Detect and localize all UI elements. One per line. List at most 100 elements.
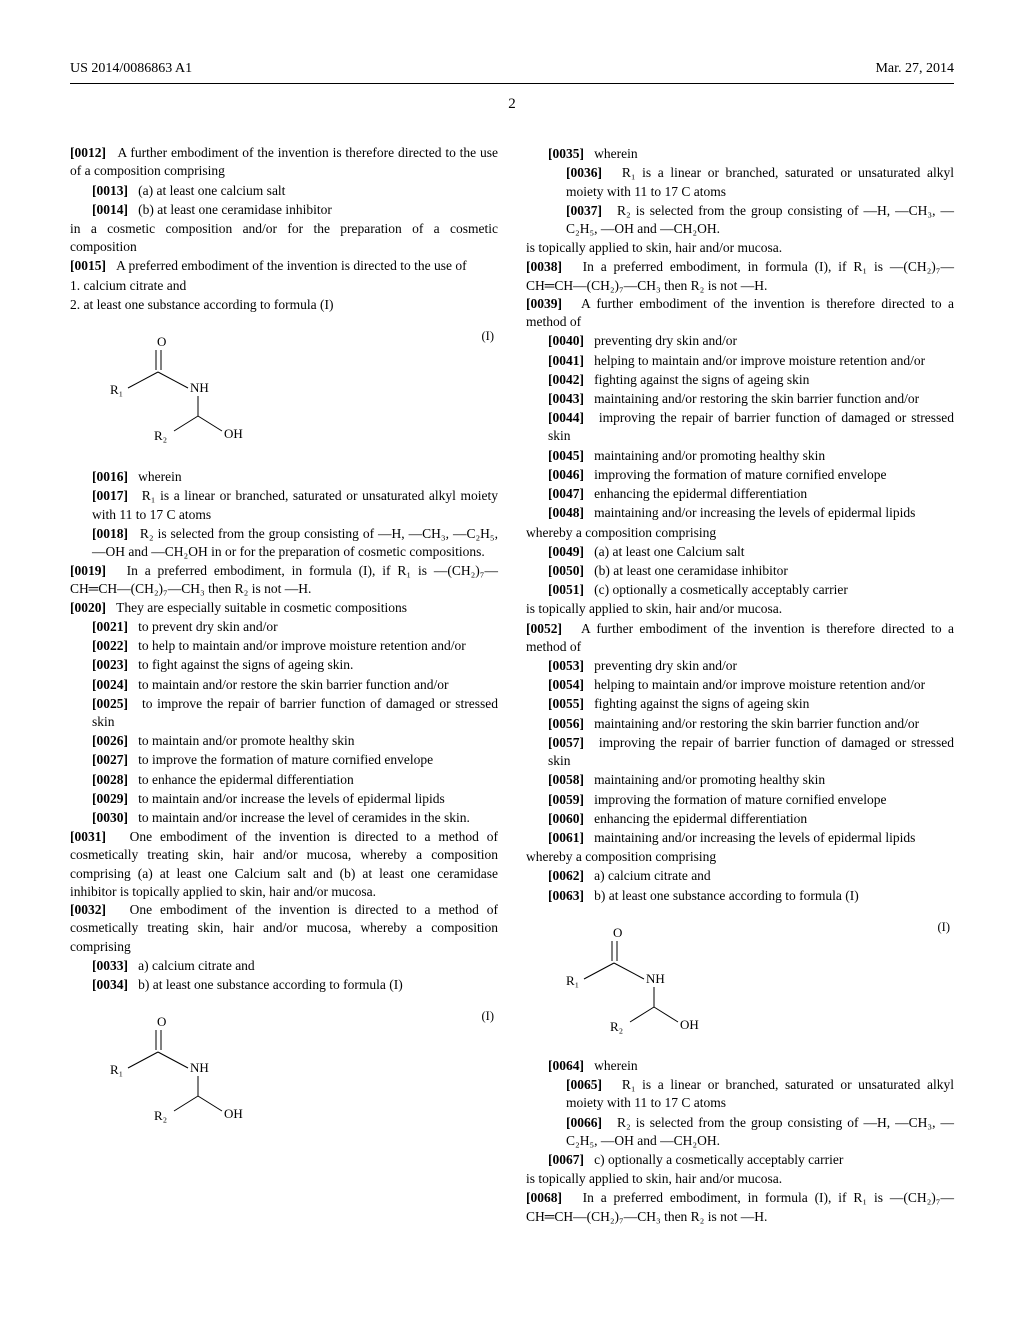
para-text: is topically applied to skin, hair and/o… <box>526 600 954 618</box>
chemical-structure-icon: O R₁ NH R₂ OH <box>566 925 746 1045</box>
para-text: R₂ is selected from the group consisting… <box>92 526 498 559</box>
para-num: [0024] <box>92 677 128 692</box>
para-num: [0014] <box>92 202 128 217</box>
para-num: [0042] <box>548 372 584 387</box>
para-num: [0049] <box>548 544 584 559</box>
formula-label: (I) <box>482 328 495 345</box>
para-num: [0017] <box>92 488 128 503</box>
para-text: a) calcium citrate and <box>594 868 711 883</box>
para-num: [0061] <box>548 830 584 845</box>
svg-text:R₁: R₁ <box>110 1062 123 1077</box>
para-num: [0054] <box>548 677 584 692</box>
para-num: [0034] <box>92 977 128 992</box>
list-item: 1. calcium citrate and <box>70 277 498 295</box>
para-num: [0023] <box>92 657 128 672</box>
para-text: enhancing the epidermal differentiation <box>594 811 807 826</box>
para-num: [0063] <box>548 888 584 903</box>
para-text: maintaining and/or promoting healthy ski… <box>594 772 825 787</box>
para-text: A preferred embodiment of the invention … <box>116 258 467 273</box>
para-text: to enhance the epidermal differentiation <box>138 772 354 787</box>
para-num: [0048] <box>548 505 584 520</box>
para-num: [0053] <box>548 658 584 673</box>
para-num: [0045] <box>548 448 584 463</box>
para-num: [0056] <box>548 716 584 731</box>
para-text: They are especially suitable in cosmetic… <box>116 600 407 615</box>
para-text: c) optionally a cosmetically acceptably … <box>594 1152 843 1167</box>
para-text: improving the repair of barrier function… <box>548 410 954 443</box>
para-text: maintaining and/or restoring the skin ba… <box>594 391 919 406</box>
publication-date: Mar. 27, 2014 <box>875 60 954 79</box>
para-text: R₂ is selected from the group consisting… <box>566 1115 954 1148</box>
para-text: maintaining and/or promoting healthy ski… <box>594 448 825 463</box>
svg-text:O: O <box>613 925 622 940</box>
para-num: [0051] <box>548 582 584 597</box>
para-num: [0066] <box>566 1115 602 1130</box>
para-num: [0029] <box>92 791 128 806</box>
para-text: enhancing the epidermal differentiation <box>594 486 807 501</box>
svg-text:NH: NH <box>190 380 209 395</box>
para-num: [0050] <box>548 563 584 578</box>
para-text: fighting against the signs of ageing ski… <box>594 372 809 387</box>
para-text: wherein <box>138 469 181 484</box>
chemical-structure-icon: O R₁ NH R₂ OH <box>110 1014 290 1134</box>
formula-label: (I) <box>482 1008 495 1025</box>
para-text: is topically applied to skin, hair and/o… <box>526 239 954 257</box>
para-text: b) at least one substance according to f… <box>594 888 859 903</box>
para-text: R₁ is a linear or branched, saturated or… <box>566 1077 954 1110</box>
para-num: [0044] <box>548 410 584 425</box>
para-text: to improve the repair of barrier functio… <box>92 696 498 729</box>
para-text: to maintain and/or restore the skin barr… <box>138 677 448 692</box>
para-num: [0032] <box>70 902 106 917</box>
para-num: [0018] <box>92 526 128 541</box>
para-num: [0015] <box>70 258 106 273</box>
chemical-formula: (I) O R₁ NH R₂ OH <box>526 919 954 1047</box>
para-text: preventing dry skin and/or <box>594 333 737 348</box>
para-text: wherein <box>594 146 637 161</box>
para-num: [0046] <box>548 467 584 482</box>
para-text: a) calcium citrate and <box>138 958 255 973</box>
para-num: [0055] <box>548 696 584 711</box>
para-text: to maintain and/or increase the levels o… <box>138 791 445 806</box>
para-num: [0020] <box>70 600 106 615</box>
para-num: [0013] <box>92 183 128 198</box>
para-num: [0065] <box>566 1077 602 1092</box>
formula-label: (I) <box>938 919 951 936</box>
para-text: maintaining and/or increasing the levels… <box>594 505 915 520</box>
para-num: [0037] <box>566 203 602 218</box>
svg-text:R₂: R₂ <box>154 428 167 443</box>
para-text: to prevent dry skin and/or <box>138 619 277 634</box>
para-text: A further embodiment of the invention is… <box>526 296 954 329</box>
para-text: in a cosmetic composition and/or for the… <box>70 220 498 256</box>
chemical-structure-icon: O R₁ NH R₂ OH <box>110 334 290 454</box>
para-num: [0016] <box>92 469 128 484</box>
svg-text:R₁: R₁ <box>110 382 123 397</box>
svg-text:R₁: R₁ <box>566 973 579 988</box>
para-text: In a preferred embodiment, in formula (I… <box>526 1190 954 1223</box>
para-num: [0059] <box>548 792 584 807</box>
para-text: whereby a composition comprising <box>526 848 954 866</box>
para-text: (b) at least one ceramidase inhibitor <box>138 202 332 217</box>
svg-text:OH: OH <box>224 1106 243 1121</box>
para-text: is topically applied to skin, hair and/o… <box>526 1170 954 1188</box>
para-text: In a preferred embodiment, in formula (I… <box>70 563 498 596</box>
header: US 2014/0086863 A1 Mar. 27, 2014 <box>70 60 954 84</box>
para-text: b) at least one substance according to f… <box>138 977 403 992</box>
para-num: [0031] <box>70 829 106 844</box>
para-text: to help to maintain and/or improve moist… <box>138 638 466 653</box>
para-text: whereby a composition comprising <box>526 524 954 542</box>
para-num: [0021] <box>92 619 128 634</box>
para-text: R₁ is a linear or branched, saturated or… <box>92 488 498 521</box>
para-text: A further embodiment of the invention is… <box>526 621 954 654</box>
para-text: (a) at least one calcium salt <box>138 183 285 198</box>
svg-text:R₂: R₂ <box>610 1019 623 1034</box>
list-item: 2. at least one substance according to f… <box>70 296 498 314</box>
para-num: [0057] <box>548 735 584 750</box>
para-num: [0030] <box>92 810 128 825</box>
para-text: (c) optionally a cosmetically acceptably… <box>594 582 848 597</box>
para-text: One embodiment of the invention is direc… <box>70 829 498 899</box>
para-num: [0036] <box>566 165 602 180</box>
para-text: improving the formation of mature cornif… <box>594 467 886 482</box>
publication-number: US 2014/0086863 A1 <box>70 60 192 79</box>
page-number: 2 <box>70 94 954 114</box>
para-num: [0038] <box>526 259 562 274</box>
